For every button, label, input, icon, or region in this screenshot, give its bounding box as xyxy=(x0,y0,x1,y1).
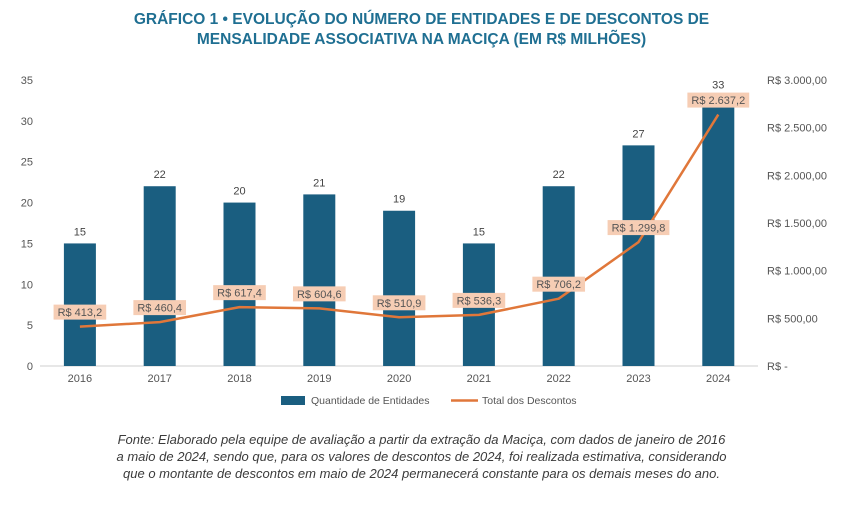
legend-label-bars: Quantidade de Entidades xyxy=(311,395,430,407)
source-line-3: que o montante de descontos em maio de 2… xyxy=(123,466,720,481)
line-value-label-group: R$ 617,4 xyxy=(213,285,266,301)
bar-value-label: 20 xyxy=(233,186,245,198)
line-value-label-bg xyxy=(53,304,107,320)
left-tick-label: 5 xyxy=(27,320,33,332)
line-value-label-bg xyxy=(372,295,426,311)
left-axis: 0 5 10 15 20 25 30 35 xyxy=(21,75,33,373)
total-descontos-line xyxy=(79,113,720,328)
left-tick-label: 20 xyxy=(21,198,33,210)
bar-2018 xyxy=(223,202,256,366)
line-value-label-group: R$ 2.637,2 xyxy=(687,92,750,108)
line-value-label: R$ 2.637,2 xyxy=(691,95,745,107)
right-tick-label: R$ 2.000,00 xyxy=(767,170,827,182)
line-value-label: R$ 536,3 xyxy=(457,295,502,307)
bar-2019 xyxy=(303,194,336,366)
bar-value-label: 27 xyxy=(632,128,644,140)
line-value-label-bg xyxy=(532,276,586,292)
x-tick-label: 2021 xyxy=(467,373,491,385)
line-value-label: R$ 604,6 xyxy=(297,289,342,301)
bar-value-label: 19 xyxy=(393,194,405,206)
legend-label-line: Total dos Descontos xyxy=(482,395,577,407)
chart-title-line-2: MENSALIDADE ASSOCIATIVA NA MACIÇA (EM R$… xyxy=(196,31,647,48)
x-tick-label: 2024 xyxy=(706,373,730,385)
bar-2022 xyxy=(542,186,575,366)
line-value-label-group: R$ 413,2 xyxy=(53,304,107,320)
x-tick-label: 2017 xyxy=(147,373,171,385)
line-value-label: R$ 413,2 xyxy=(58,307,103,319)
line-value-label-group: R$ 604,6 xyxy=(292,286,346,302)
bar-value-label: 22 xyxy=(154,169,166,181)
line-value-label: R$ 460,4 xyxy=(137,303,182,315)
line-value-label: R$ 617,4 xyxy=(217,288,262,300)
right-tick-label: R$ 1.500,00 xyxy=(767,218,827,230)
right-tick-label: R$ - xyxy=(767,361,788,373)
right-tick-label: R$ 1.000,00 xyxy=(767,266,827,278)
line-value-label: R$ 1.299,8 xyxy=(612,223,666,235)
line-value-label: R$ 706,2 xyxy=(536,279,581,291)
line-value-label-group: R$ 706,2 xyxy=(532,276,586,292)
bar-labels: 15 22 20 21 19 15 22 27 33 xyxy=(74,79,725,238)
line-labels: R$ 413,2 R$ 460,4 R$ 617,4 R$ 604,6 R$ 510,9… xyxy=(53,92,750,320)
x-tick-labels: 2016 2017 2018 2019 2020 2021 2022 2023 2024 xyxy=(68,373,731,385)
line-value-label-group: R$ 536,3 xyxy=(452,292,506,308)
line-value-label-group: R$ 510,9 xyxy=(372,295,426,311)
line-value-label-group: R$ 1.299,8 xyxy=(607,220,670,236)
bar-2020 xyxy=(383,210,416,366)
x-tick-label: 2020 xyxy=(387,373,411,385)
bar-value-label: 33 xyxy=(712,79,724,91)
line-series xyxy=(79,113,720,328)
bar-value-label: 21 xyxy=(313,177,325,189)
source-note: Fonte: Elaborado pela equipe de avaliaçã… xyxy=(60,431,783,482)
x-tick-label: 2016 xyxy=(68,373,92,385)
x-tick-label: 2018 xyxy=(227,373,251,385)
x-tick-label: 2022 xyxy=(546,373,570,385)
line-value-label-bg xyxy=(687,92,750,108)
line-value-label-bg xyxy=(607,220,670,236)
legend: Quantidade de Entidades Total dos Descon… xyxy=(281,395,577,407)
bar-2017 xyxy=(143,186,176,366)
bar-value-label: 15 xyxy=(473,226,485,238)
line-value-label: R$ 510,9 xyxy=(377,298,422,310)
left-tick-label: 30 xyxy=(21,116,33,128)
bar-value-label: 15 xyxy=(74,226,86,238)
line-value-label-bg xyxy=(133,300,187,316)
bar-series xyxy=(63,96,735,366)
right-tick-label: R$ 3.000,00 xyxy=(767,75,827,87)
source-line-2: a maio de 2024, sendo que, para os valor… xyxy=(116,449,727,464)
x-tick-label: 2019 xyxy=(307,373,331,385)
legend-swatch-bars xyxy=(281,396,305,405)
left-tick-label: 10 xyxy=(21,279,33,291)
source-line-1: Fonte: Elaborado pela equipe de avaliaçã… xyxy=(117,432,726,447)
chart-title: GRÁFICO 1 • EVOLUÇÃO DO NÚMERO DE ENTIDA… xyxy=(0,10,843,50)
left-tick-label: 25 xyxy=(21,157,33,169)
line-value-label-group: R$ 460,4 xyxy=(133,300,187,316)
x-tick-label: 2023 xyxy=(626,373,650,385)
right-tick-label: R$ 2.500,00 xyxy=(767,123,827,135)
left-tick-label: 15 xyxy=(21,238,33,250)
right-axis: R$ - R$ 500,00 R$ 1.000,00 R$ 1.500,00 R$ 2.… xyxy=(767,75,827,373)
chart-title-line-1: GRÁFICO 1 • EVOLUÇÃO DO NÚMERO DE ENTIDA… xyxy=(133,11,710,28)
line-value-label-bg xyxy=(452,292,506,308)
left-tick-label: 35 xyxy=(21,75,33,87)
bar-2024 xyxy=(702,96,735,366)
right-tick-label: R$ 500,00 xyxy=(767,313,818,325)
left-tick-label: 0 xyxy=(27,361,33,373)
bar-2023 xyxy=(622,145,655,366)
bar-value-label: 22 xyxy=(553,169,565,181)
line-value-label-bg xyxy=(292,286,346,302)
line-value-label-bg xyxy=(213,285,266,301)
